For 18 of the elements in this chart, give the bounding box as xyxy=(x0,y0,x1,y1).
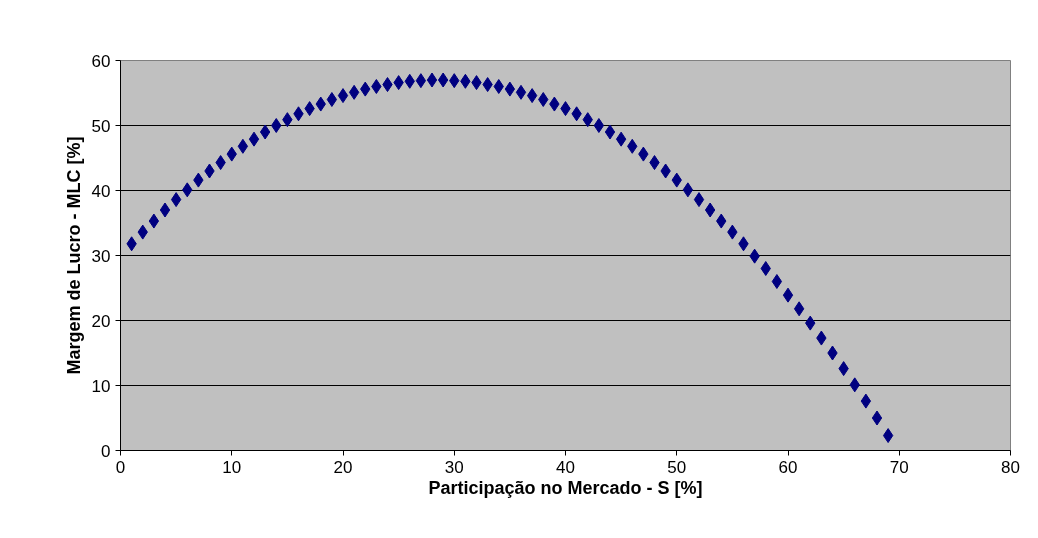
x-tick-label: 60 xyxy=(778,457,798,477)
x-tick-label: 50 xyxy=(667,457,687,477)
y-tick-label: 0 xyxy=(101,441,111,461)
y-tick-label: 30 xyxy=(91,246,111,266)
x-tick-label: 20 xyxy=(333,457,353,477)
y-tick-label: 50 xyxy=(91,116,111,136)
y-tick-label: 60 xyxy=(91,51,111,71)
x-tick-label: 10 xyxy=(222,457,242,477)
x-tick-label: 40 xyxy=(556,457,575,477)
x-tick-label: 0 xyxy=(115,457,126,477)
x-tick-label: 80 xyxy=(1001,457,1020,477)
x-tick-label: 30 xyxy=(444,457,464,477)
y-tick-label: 20 xyxy=(91,311,111,331)
y-tick-label: 10 xyxy=(91,376,111,396)
y-axis-title: Margem de Lucro - MLC [%] xyxy=(63,136,84,375)
x-tick-label: 70 xyxy=(889,457,909,477)
y-tick-label: 40 xyxy=(91,181,111,201)
x-axis-title: Participação no Mercado - S [%] xyxy=(428,477,703,498)
